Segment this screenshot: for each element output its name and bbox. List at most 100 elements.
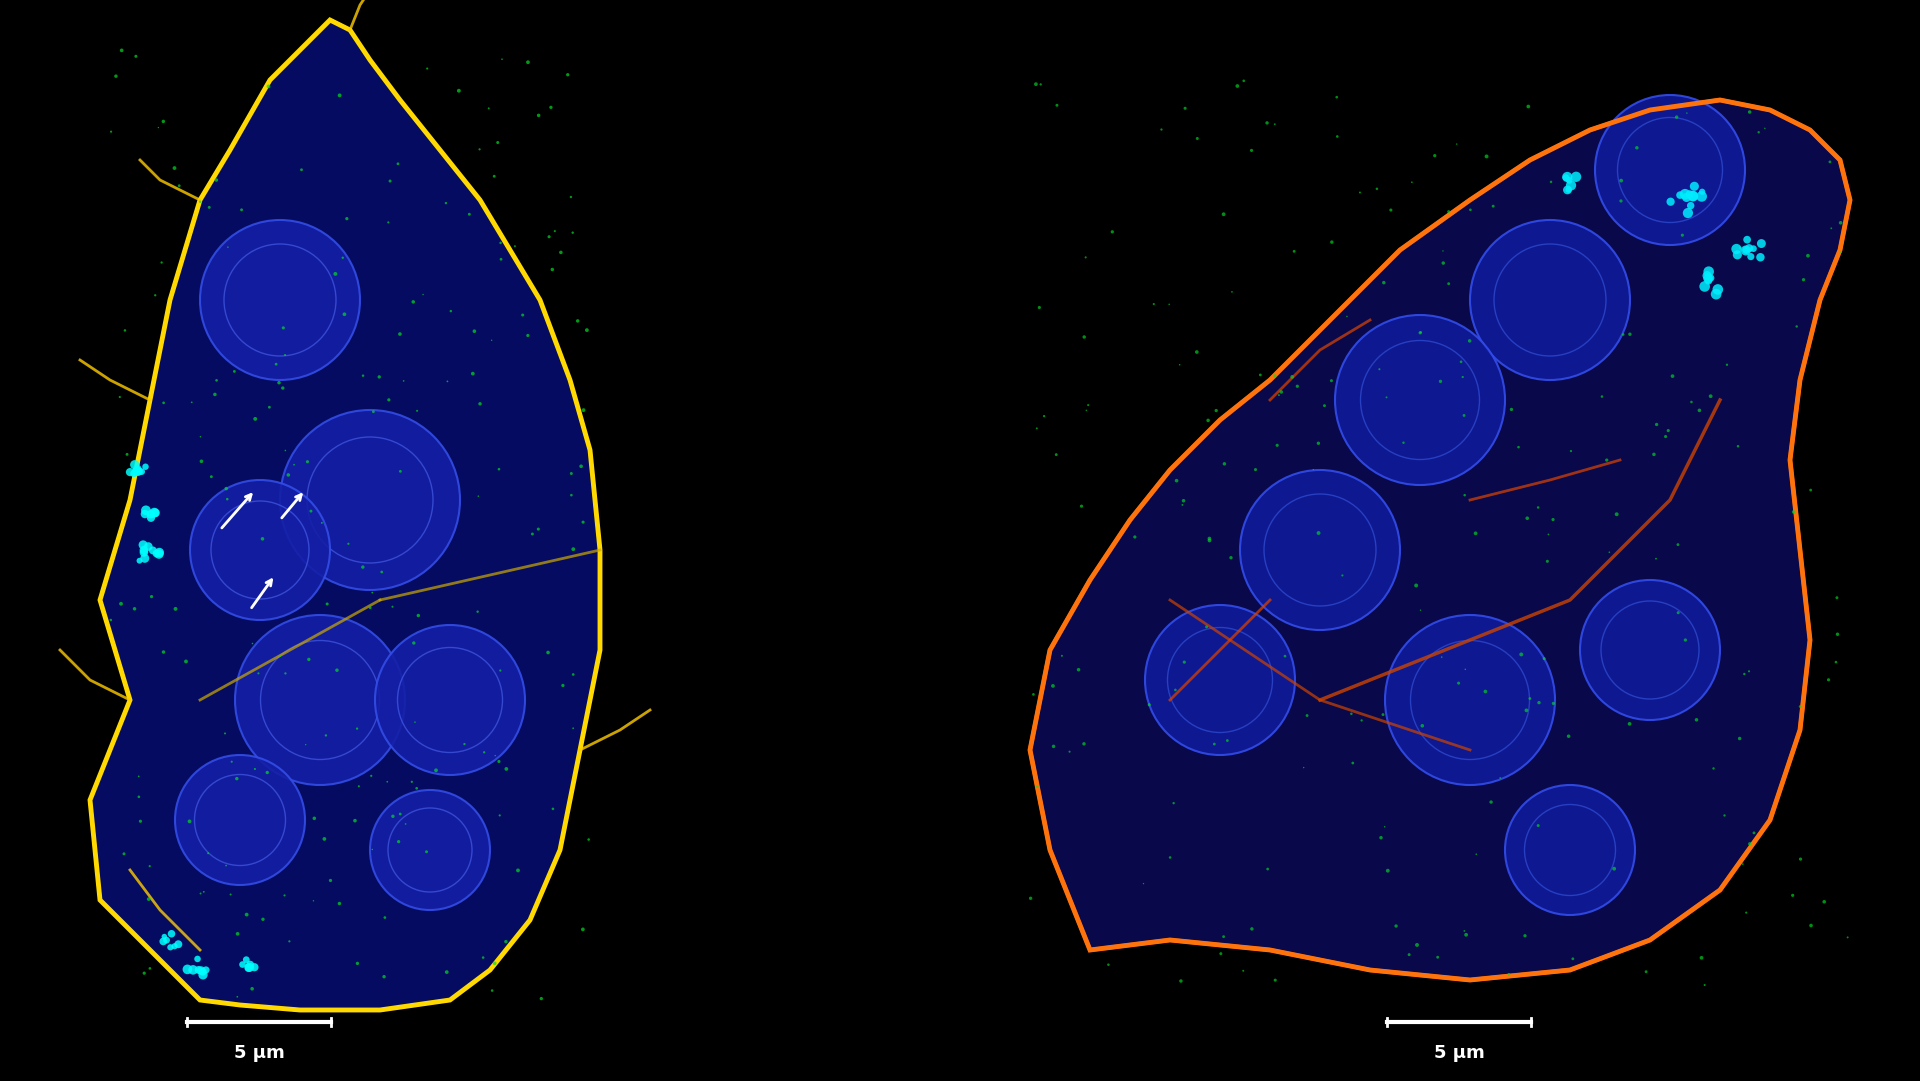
Point [1146,121,1177,138]
Point [1523,817,1553,835]
Point [1367,706,1398,723]
Point [1252,115,1283,132]
Point [463,603,493,620]
Point [129,549,159,566]
Point [96,612,127,629]
Point [1373,862,1404,879]
Point [1734,663,1764,680]
Point [1697,760,1728,777]
Point [457,365,488,383]
Point [486,51,516,68]
Point [1434,275,1465,292]
Point [230,906,261,923]
Point [252,764,282,782]
Point [136,509,167,526]
Point [516,525,547,543]
Point [202,372,232,389]
Point [240,959,271,976]
Point [1594,544,1624,561]
Circle shape [1596,95,1745,245]
Point [106,596,136,613]
Point [324,895,355,912]
Point [1505,645,1536,663]
Circle shape [1240,470,1400,630]
Point [1283,377,1313,395]
Point [553,66,584,83]
Point [357,841,388,858]
Point [1538,511,1569,529]
Point [1684,402,1715,419]
Point [1194,532,1225,549]
Point [1016,890,1046,907]
Point [1448,369,1478,386]
Point [146,254,177,271]
Point [1423,948,1453,965]
Point [1736,248,1766,265]
Point [384,325,415,343]
Point [1816,219,1847,237]
Point [1511,509,1542,526]
Point [292,453,323,470]
Point [1260,972,1290,989]
Point [342,720,372,737]
Point [134,960,165,977]
Point [263,374,294,391]
Point [574,831,605,849]
Point [374,391,405,409]
Point [265,648,296,665]
Point [156,925,186,943]
Point [432,963,463,980]
Point [476,332,507,349]
Circle shape [1580,580,1720,720]
Point [134,857,165,875]
Point [449,735,480,752]
Point [223,925,253,943]
Point [269,319,300,336]
Point [286,161,317,178]
Point [568,921,599,938]
Point [1605,172,1636,189]
Point [482,134,513,151]
Point [1181,344,1212,361]
Point [182,950,213,967]
Point [127,463,157,480]
Point [1693,272,1724,290]
Point [1066,497,1096,515]
Point [328,249,359,266]
Point [1021,419,1052,437]
Point [1450,486,1480,504]
Point [344,777,374,795]
Point [1023,298,1054,316]
Point [1069,249,1100,266]
Point [1555,442,1586,459]
Point [1749,120,1780,137]
Point [152,932,182,949]
Point [401,779,432,797]
Point [555,188,586,205]
Point [132,538,163,556]
Point [348,559,378,576]
Point [121,48,152,65]
Point [119,465,150,482]
Point [1734,240,1764,257]
Point [1041,96,1071,114]
Point [115,464,146,481]
Text: 5 μm: 5 μm [1434,1043,1484,1062]
Point [1154,296,1185,313]
Point [1786,698,1816,716]
Point [1722,438,1753,455]
Point [1511,702,1542,719]
Point [177,393,207,411]
Point [1304,435,1334,452]
Point [1369,818,1400,836]
Point [1670,631,1701,649]
Point [432,373,463,390]
Point [1515,690,1546,707]
Point [1025,76,1056,93]
Point [296,503,326,520]
Point [1653,422,1684,439]
Point [1217,283,1248,301]
Point [369,969,399,986]
Point [1471,148,1501,165]
Point [184,885,215,903]
